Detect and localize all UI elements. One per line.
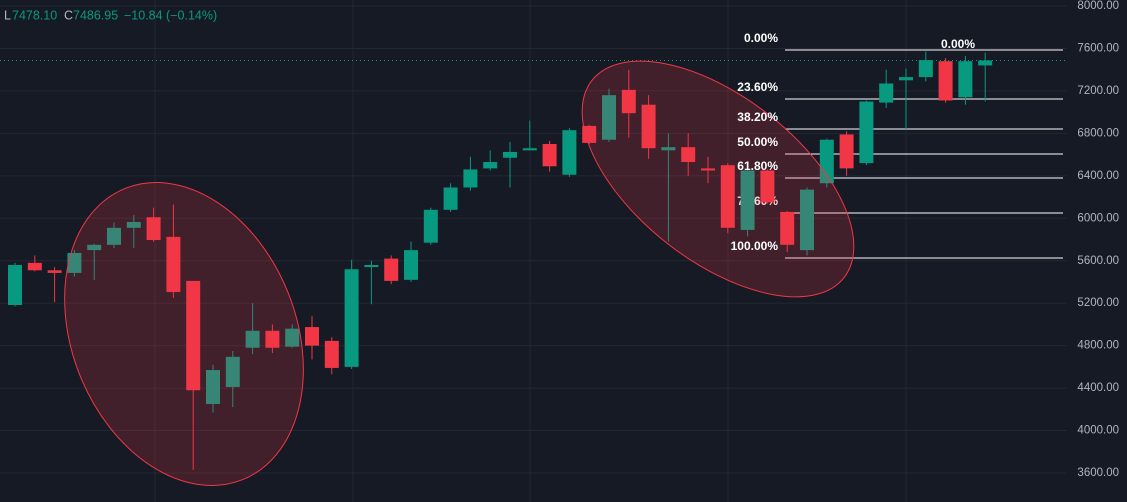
header-low-label: L (4, 8, 11, 22)
fib-label: 0.00% (744, 31, 778, 45)
y-tick-label: 4000.00 (1077, 425, 1119, 437)
candle-body (245, 330, 260, 348)
candle-body (740, 170, 755, 230)
grid (0, 0, 1067, 502)
candle-body (938, 61, 953, 101)
candle-body (661, 147, 676, 151)
candle-body (918, 60, 933, 78)
candle-body (27, 262, 42, 271)
candle-body (265, 330, 280, 348)
candle-body (126, 221, 141, 228)
candle-body (621, 89, 636, 114)
candle-body (839, 134, 854, 169)
y-tick-label: 6400.00 (1077, 170, 1119, 182)
fib2-label: 0.00% (941, 37, 975, 51)
candle-body (305, 327, 319, 346)
candle-body (958, 61, 973, 98)
candle-body (443, 187, 458, 210)
candle-body (503, 151, 517, 158)
candle-body (859, 101, 874, 164)
candle-body (146, 217, 161, 241)
candle-body (720, 165, 735, 228)
candle-body (364, 264, 379, 268)
highlight-ellipse (581, 60, 855, 298)
candle-body (681, 147, 696, 163)
candle-body (602, 95, 616, 140)
candle-body (324, 340, 339, 368)
candle-body (522, 148, 537, 151)
candle-body (67, 252, 82, 273)
fib-label: 61.80% (737, 159, 778, 173)
candle-body (542, 143, 557, 167)
candle-body (641, 104, 656, 149)
overlay: 8000.00 7600.00 7200.00 6800.00 6400.00 6000.… (731, 0, 1119, 479)
y-tick-label: 4800.00 (1077, 340, 1119, 352)
y-tick-label: 5200.00 (1077, 297, 1119, 309)
y-tick-label: 6800.00 (1077, 127, 1119, 139)
header-close: 7486.95 (73, 8, 118, 22)
candle-body (344, 269, 359, 367)
candle-body (899, 77, 913, 81)
candle-body (423, 209, 438, 243)
candle-body (166, 236, 181, 293)
fib-label: 38.20% (737, 110, 778, 124)
y-tick-label: 5600.00 (1077, 255, 1119, 267)
candle-body (47, 270, 62, 273)
y-tick-label: 7600.00 (1077, 42, 1119, 54)
candle-body (463, 169, 478, 188)
candle-body (404, 250, 418, 280)
fib-label: 50.00% (737, 135, 778, 149)
highlight-ellipse (64, 182, 304, 486)
candle-body (819, 139, 834, 184)
candle-body (582, 125, 597, 143)
candle-body (780, 211, 795, 245)
fib-label: 100.00% (731, 239, 779, 253)
candle-body (562, 130, 577, 175)
y-tick-label: 7200.00 (1077, 85, 1119, 97)
y-tick-label: 6000.00 (1077, 212, 1119, 224)
header-low: 7478.10 (12, 8, 57, 22)
candle-body (879, 83, 894, 103)
fib-label: 23.60% (737, 80, 778, 94)
header-close-label: C (64, 8, 73, 22)
candle-body (87, 244, 102, 251)
header-change: −10.84 (−0.14%) (124, 8, 217, 22)
candle-body (206, 370, 220, 405)
candle-body (225, 356, 240, 388)
candle-body (978, 60, 993, 66)
y-tick-label: 3600.00 (1077, 467, 1119, 479)
candle-body (8, 264, 22, 305)
plot: 78.60% (0, 49, 1067, 470)
candle-body (186, 280, 201, 391)
candle-body (483, 162, 498, 169)
y-tick-label: 8000.00 (1077, 0, 1119, 12)
y-tick-label: 4400.00 (1077, 382, 1119, 394)
candle-body (107, 227, 121, 245)
candle-body (701, 168, 715, 171)
candle-body (800, 189, 814, 251)
candle-body (384, 258, 399, 281)
candle-body (760, 170, 775, 203)
candle-body (285, 328, 300, 347)
